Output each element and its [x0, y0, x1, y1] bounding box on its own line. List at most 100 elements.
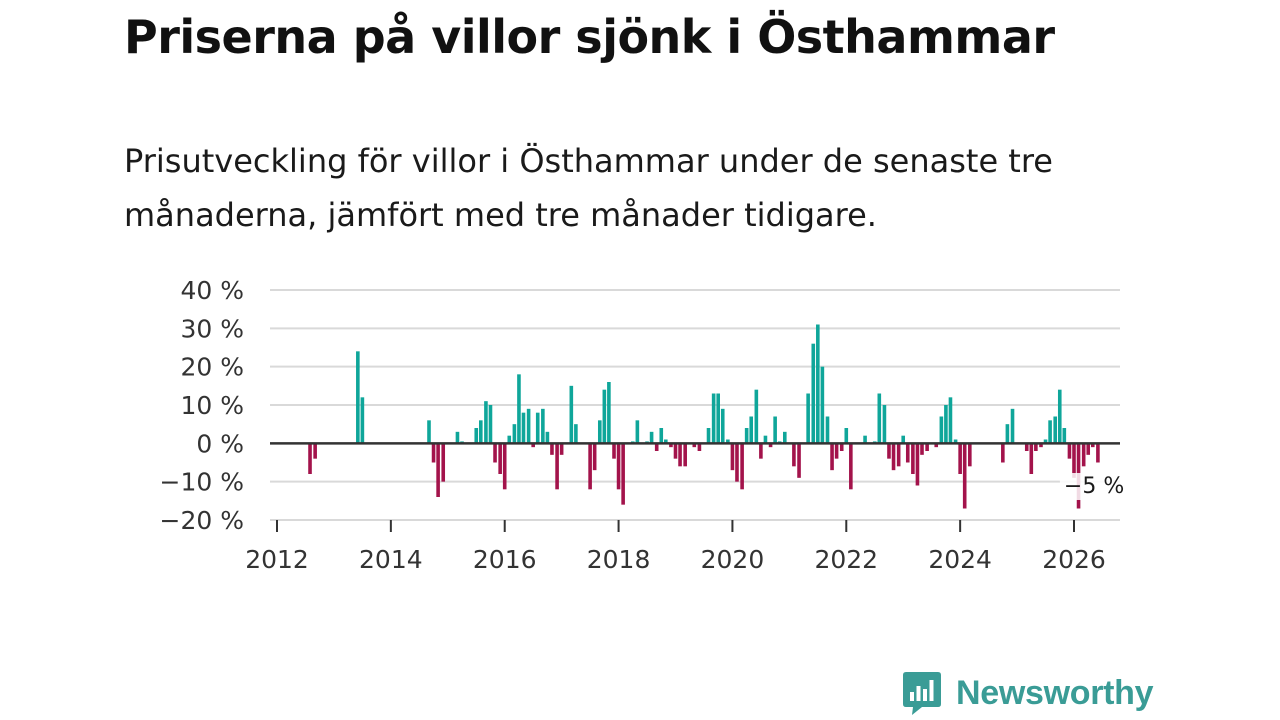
bar: [1048, 420, 1052, 444]
bar: [706, 428, 711, 444]
bar: [1090, 443, 1095, 448]
bar: [545, 431, 550, 444]
x-tick-label: 2012: [245, 545, 309, 574]
chart-subtitle: Prisutveckling för villor i Östhammar un…: [124, 142, 1053, 234]
bars: [308, 324, 1100, 509]
bar: [360, 397, 365, 444]
x-tick-label: 2022: [814, 545, 878, 574]
bar: [541, 408, 545, 444]
bar: [811, 343, 816, 444]
bar: [455, 431, 460, 444]
bar: [592, 443, 597, 471]
x-tick-label: 2014: [359, 545, 423, 574]
bar: [958, 443, 962, 474]
bar: [1062, 428, 1067, 444]
bar: [730, 443, 735, 471]
bar: [944, 405, 948, 444]
x-tick-label: 2026: [1042, 545, 1106, 574]
newsworthy-brand: Newsworthy: [902, 670, 1154, 716]
bar: [844, 428, 849, 444]
bar: [535, 412, 540, 444]
bar: [891, 443, 896, 471]
bar: [882, 405, 887, 444]
bar: [754, 389, 759, 444]
bar: [877, 393, 882, 444]
bar: [673, 443, 678, 459]
bar: [792, 443, 796, 467]
bar: [763, 435, 768, 444]
y-tick-label: 40 %: [180, 276, 244, 305]
chart-title: Priserna på villor sjönk i Östhammar: [124, 10, 1055, 64]
bar: [621, 443, 625, 505]
bar: [911, 443, 915, 474]
bar: [783, 431, 787, 444]
bar: [768, 443, 773, 448]
brand-name: Newsworthy: [956, 673, 1154, 712]
axes: [270, 442, 1120, 532]
bar: [649, 431, 654, 444]
bar: [1081, 443, 1086, 467]
bar: [901, 435, 906, 444]
y-tick-label: 10 %: [180, 391, 244, 420]
bar: [939, 416, 944, 444]
bar: [493, 443, 497, 463]
bar: [436, 443, 440, 497]
bar: [1072, 443, 1076, 478]
bar: [474, 428, 479, 444]
bar: [749, 416, 754, 444]
bar: [806, 393, 810, 444]
x-tick-label: 2016: [473, 545, 537, 574]
bar: [678, 443, 682, 467]
bar: [669, 443, 673, 448]
bar: [887, 443, 891, 459]
bar: [834, 443, 839, 459]
y-tick-label: 20 %: [180, 353, 244, 382]
bar: [896, 443, 901, 467]
bar: [849, 443, 853, 490]
bar: [759, 443, 763, 459]
bar: [559, 443, 564, 455]
bar: [820, 366, 825, 444]
bar: [720, 408, 725, 444]
y-tick-label: −20 %: [160, 506, 244, 535]
bar: [664, 439, 668, 444]
bar: [839, 443, 844, 451]
bar: [697, 443, 702, 451]
bar: [816, 324, 820, 444]
bar: [925, 443, 929, 451]
bar: [654, 443, 659, 451]
labels: 40 % 30 % 20 % 10 % 0 % −10 % −20 %2012 2014 201…: [160, 276, 1130, 574]
bar: [1043, 439, 1048, 444]
bar: [1010, 408, 1015, 444]
bar: [588, 443, 592, 490]
bar: [507, 435, 512, 444]
bar: [740, 443, 744, 490]
bar: [659, 428, 664, 444]
bar: [920, 443, 924, 455]
bar: [517, 374, 521, 444]
bar: [607, 382, 611, 444]
y-tick-label: −10 %: [160, 468, 244, 497]
bar: [1034, 443, 1038, 451]
bar: [953, 439, 958, 444]
bar: [1001, 443, 1005, 463]
newsworthy-logo-icon: [903, 672, 941, 715]
bar: [308, 443, 312, 474]
bar: [616, 443, 621, 490]
bar: [1053, 416, 1058, 444]
bar: [1029, 443, 1034, 474]
last-value-label: −5 %: [1064, 474, 1124, 499]
bar: [683, 443, 687, 467]
bar: [726, 439, 730, 444]
y-tick-label: 30 %: [180, 314, 244, 343]
bar: [313, 443, 317, 459]
bar: [484, 401, 488, 444]
grid-lines: [270, 289, 1120, 521]
bar: [962, 443, 967, 509]
bar: [602, 389, 607, 444]
bar: [356, 351, 360, 444]
x-tick-label: 2018: [587, 545, 651, 574]
bar: [597, 420, 602, 444]
bar: [1067, 443, 1072, 459]
bar: [498, 443, 502, 474]
